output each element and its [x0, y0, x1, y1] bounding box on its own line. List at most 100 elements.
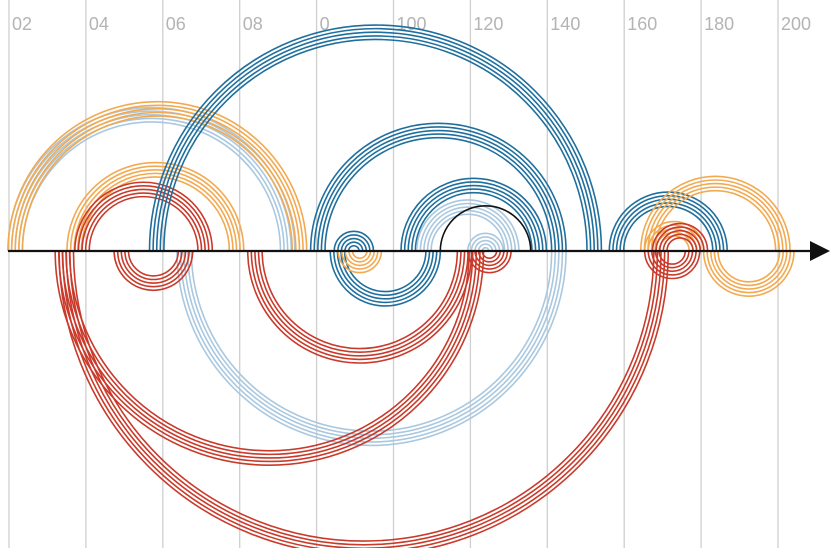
arc-below-red [113, 250, 194, 292]
arc-strand [662, 233, 698, 252]
arc-below-orange [702, 250, 795, 297]
arc-strand [344, 241, 364, 252]
tick-label: 140 [550, 14, 580, 34]
arc-strand [10, 104, 304, 252]
arc-below-orange [337, 250, 383, 274]
arc-strand [400, 177, 548, 252]
arc-strand [73, 168, 238, 252]
arc-strand [340, 250, 431, 297]
tick-label: 06 [166, 14, 186, 34]
arc-strand [116, 250, 190, 288]
arc-strand [320, 133, 557, 252]
arc-strand [477, 243, 494, 252]
arc-strand [324, 136, 553, 252]
arc-strand [18, 111, 297, 252]
arc-strand [426, 209, 509, 252]
tick-labels: 02 04 06 08 0 100 120 140 160 180 200 [12, 14, 811, 34]
arc-strand [113, 250, 194, 292]
arc-strand [702, 250, 795, 297]
arc-strand [61, 250, 666, 548]
arc-above-red [651, 222, 709, 252]
arc-strand [66, 161, 245, 252]
arc-strand [658, 229, 702, 252]
arc-strand [10, 110, 293, 252]
arc-strand [407, 184, 541, 252]
arc-strand [647, 250, 697, 276]
arc-strand [612, 194, 725, 252]
arc-above-dark-blue [400, 177, 548, 252]
grid-lines [8, 0, 779, 548]
arc-strand [246, 250, 473, 364]
arc-strand [88, 195, 199, 252]
arc-strand [344, 250, 375, 267]
tick-label: 200 [781, 14, 811, 34]
arc-above-light-blue [415, 199, 520, 252]
arc-below-dark-blue [329, 250, 442, 307]
arc-strand [474, 239, 497, 252]
arc-strand [74, 181, 214, 252]
arc-strand [647, 182, 784, 252]
tick-label: 0 [320, 14, 330, 34]
arc-above-light-blue [467, 232, 504, 252]
tick-label: 120 [473, 14, 503, 34]
arc-strand [474, 250, 505, 267]
arc-strand [313, 126, 564, 252]
arc-strand [7, 106, 296, 252]
tick-label: 02 [12, 14, 32, 34]
arc-strand [655, 226, 705, 252]
arc-below-red [467, 250, 512, 274]
arc-strand [152, 27, 599, 252]
arc-strand [148, 24, 603, 252]
arc-strand [340, 250, 379, 270]
arc-strand [650, 186, 781, 252]
arc-strand [69, 250, 659, 546]
arc-strand [72, 250, 655, 542]
arc-strand [76, 172, 234, 252]
arc-strand [643, 250, 701, 280]
tick-label: 08 [243, 14, 263, 34]
arc-strand [658, 250, 687, 265]
arc-below-red [643, 250, 701, 280]
arc-strand [80, 176, 231, 252]
arc-above-orange [7, 100, 308, 252]
arc-strand [423, 206, 513, 252]
arc-strand [414, 191, 533, 252]
arc-above-red [74, 181, 214, 252]
arc-below-red [246, 250, 473, 364]
arc-strand [333, 250, 438, 304]
arc-strand [470, 236, 501, 252]
arc-strand [651, 222, 709, 252]
arc-strand [190, 250, 553, 432]
arc-strand [257, 250, 462, 354]
arc-strand [340, 237, 368, 252]
arc-strand [622, 205, 714, 252]
arc-strand [179, 250, 564, 443]
arc-strand [439, 205, 532, 252]
arc-strand [643, 179, 788, 252]
arc-strand [470, 250, 509, 270]
arc-above-black [439, 205, 532, 252]
arc-strand [254, 250, 466, 357]
arc-strand [77, 185, 210, 252]
arc-above-dark-blue [148, 24, 603, 252]
arc-strand [713, 250, 784, 287]
arc-strand [176, 250, 567, 447]
right-arrow-icon [810, 241, 830, 261]
arc-strand [710, 250, 788, 290]
arc-strand [14, 108, 301, 252]
arc-strand [159, 35, 592, 252]
arc-strand [127, 250, 180, 277]
arc-layer [7, 24, 795, 548]
arc-strand [84, 192, 203, 252]
arc-strand [336, 250, 434, 300]
arc-strand [481, 250, 498, 259]
arc-strand [651, 250, 694, 273]
arc-above-dark-blue [333, 230, 375, 252]
arc-strand [351, 250, 368, 259]
arc-strand [639, 175, 791, 252]
arc-strand [430, 213, 506, 252]
arc-strand [120, 250, 187, 284]
arc-strand [183, 250, 560, 440]
arc-strand [419, 202, 517, 252]
